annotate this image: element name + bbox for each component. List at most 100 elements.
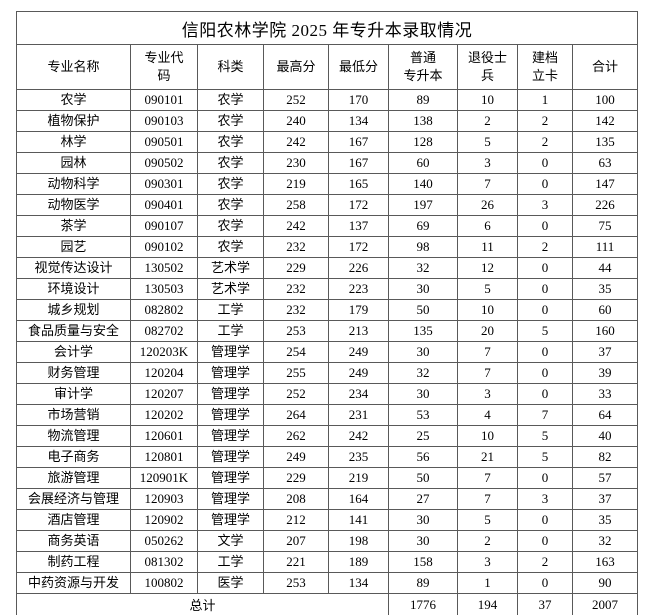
cell-major-name: 农学	[16, 89, 131, 111]
cell-poverty-card: 5	[517, 425, 573, 447]
cell-veteran: 4	[457, 404, 518, 426]
cell-major-name: 旅游管理	[16, 467, 131, 489]
cell-major-code: 120901K	[130, 467, 198, 489]
cell-max-score: 258	[263, 194, 329, 216]
cell-max-score: 242	[263, 131, 329, 153]
cell-total: 142	[571, 110, 639, 132]
cell-total: 75	[571, 215, 639, 237]
cell-major-code: 120203K	[130, 341, 198, 363]
cell-category: 管理学	[197, 362, 264, 384]
cell-major-code: 090103	[130, 110, 198, 132]
table-row: 会展经济与管理 120903 管理学 208 164 27 7 3 37	[16, 488, 639, 510]
cell-min-score: 134	[328, 572, 389, 594]
table-row: 动物医学 090401 农学 258 172 197 26 3 226	[16, 194, 639, 216]
table-row: 中药资源与开发 100802 医学 253 134 89 1 0 90	[16, 572, 639, 594]
cell-total: 111	[571, 236, 639, 258]
cell-max-score: 264	[263, 404, 329, 426]
cell-regular: 30	[388, 383, 458, 405]
cell-min-score: 198	[328, 530, 389, 552]
cell-min-score: 219	[328, 467, 389, 489]
cell-regular: 32	[388, 257, 458, 279]
cell-veteran: 5	[457, 278, 518, 300]
title-row: 信阳农林学院 2025 年专升本录取情况	[15, 11, 639, 45]
table-row: 制药工程 081302 工学 221 189 158 3 2 163	[16, 551, 639, 573]
cell-veteran: 5	[457, 509, 518, 531]
cell-min-score: 179	[328, 299, 389, 321]
cell-category: 医学	[197, 572, 264, 594]
cell-total: 60	[571, 299, 639, 321]
cell-regular: 53	[388, 404, 458, 426]
cell-total: 64	[571, 404, 639, 426]
total-overall-value: 2007	[571, 593, 639, 615]
admissions-table: 信阳农林学院 2025 年专升本录取情况 专业名称 专业代 码 科类 最高分 最…	[15, 11, 639, 615]
column-header-poverty-card: 建档 立卡	[517, 44, 573, 90]
table-row: 物流管理 120601 管理学 262 242 25 10 5 40	[16, 425, 639, 447]
cell-category: 工学	[197, 551, 264, 573]
cell-major-code: 120202	[130, 404, 198, 426]
cell-poverty-card: 2	[517, 551, 573, 573]
cell-veteran: 7	[457, 173, 518, 195]
cell-veteran: 11	[457, 236, 518, 258]
cell-min-score: 141	[328, 509, 389, 531]
header-row: 专业名称 专业代 码 科类 最高分 最低分 普通 专升本 退役士 兵 建档 立卡…	[16, 44, 639, 90]
cell-max-score: 208	[263, 488, 329, 510]
page-title: 信阳农林学院 2025 年专升本录取情况	[15, 11, 639, 45]
cell-category: 管理学	[197, 488, 264, 510]
table-row: 环境设计 130503 艺术学 232 223 30 5 0 35	[16, 278, 639, 300]
cell-poverty-card: 0	[517, 341, 573, 363]
cell-veteran: 10	[457, 89, 518, 111]
cell-min-score: 235	[328, 446, 389, 468]
table-row: 食品质量与安全 082702 工学 253 213 135 20 5 160	[16, 320, 639, 342]
cell-total: 163	[571, 551, 639, 573]
cell-category: 农学	[197, 236, 264, 258]
table-row: 商务英语 050262 文学 207 198 30 2 0 32	[16, 530, 639, 552]
cell-min-score: 165	[328, 173, 389, 195]
cell-regular: 25	[388, 425, 458, 447]
cell-category: 农学	[197, 131, 264, 153]
cell-max-score: 252	[263, 89, 329, 111]
cell-max-score: 249	[263, 446, 329, 468]
cell-max-score: 240	[263, 110, 329, 132]
table-row: 旅游管理 120901K 管理学 229 219 50 7 0 57	[16, 467, 639, 489]
cell-poverty-card: 2	[517, 131, 573, 153]
cell-regular: 128	[388, 131, 458, 153]
cell-category: 农学	[197, 89, 264, 111]
cell-category: 管理学	[197, 509, 264, 531]
table-row: 动物科学 090301 农学 219 165 140 7 0 147	[16, 173, 639, 195]
cell-major-name: 动物医学	[16, 194, 131, 216]
cell-poverty-card: 0	[517, 257, 573, 279]
cell-max-score: 212	[263, 509, 329, 531]
cell-min-score: 226	[328, 257, 389, 279]
cell-major-code: 120903	[130, 488, 198, 510]
table-row: 植物保护 090103 农学 240 134 138 2 2 142	[16, 110, 639, 132]
cell-min-score: 234	[328, 383, 389, 405]
cell-min-score: 242	[328, 425, 389, 447]
cell-max-score: 232	[263, 278, 329, 300]
cell-total: 90	[571, 572, 639, 594]
cell-major-code: 090401	[130, 194, 198, 216]
cell-total: 39	[571, 362, 639, 384]
cell-veteran: 1	[457, 572, 518, 594]
cell-major-name: 中药资源与开发	[16, 572, 131, 594]
table-row: 农学 090101 农学 252 170 89 10 1 100	[16, 89, 639, 111]
cell-total: 147	[571, 173, 639, 195]
cell-regular: 135	[388, 320, 458, 342]
cell-category: 管理学	[197, 341, 264, 363]
cell-poverty-card: 5	[517, 446, 573, 468]
cell-min-score: 167	[328, 131, 389, 153]
cell-category: 管理学	[197, 467, 264, 489]
cell-major-code: 130502	[130, 257, 198, 279]
cell-total: 33	[571, 383, 639, 405]
cell-min-score: 249	[328, 341, 389, 363]
cell-max-score: 242	[263, 215, 329, 237]
cell-min-score: 249	[328, 362, 389, 384]
cell-major-name: 植物保护	[16, 110, 131, 132]
table-row: 酒店管理 120902 管理学 212 141 30 5 0 35	[16, 509, 639, 531]
column-header-veteran: 退役士 兵	[457, 44, 518, 90]
column-header-max-score: 最高分	[263, 44, 329, 90]
table-row: 园艺 090102 农学 232 172 98 11 2 111	[16, 236, 639, 258]
cell-veteran: 3	[457, 152, 518, 174]
cell-regular: 89	[388, 572, 458, 594]
cell-category: 农学	[197, 152, 264, 174]
cell-total: 100	[571, 89, 639, 111]
